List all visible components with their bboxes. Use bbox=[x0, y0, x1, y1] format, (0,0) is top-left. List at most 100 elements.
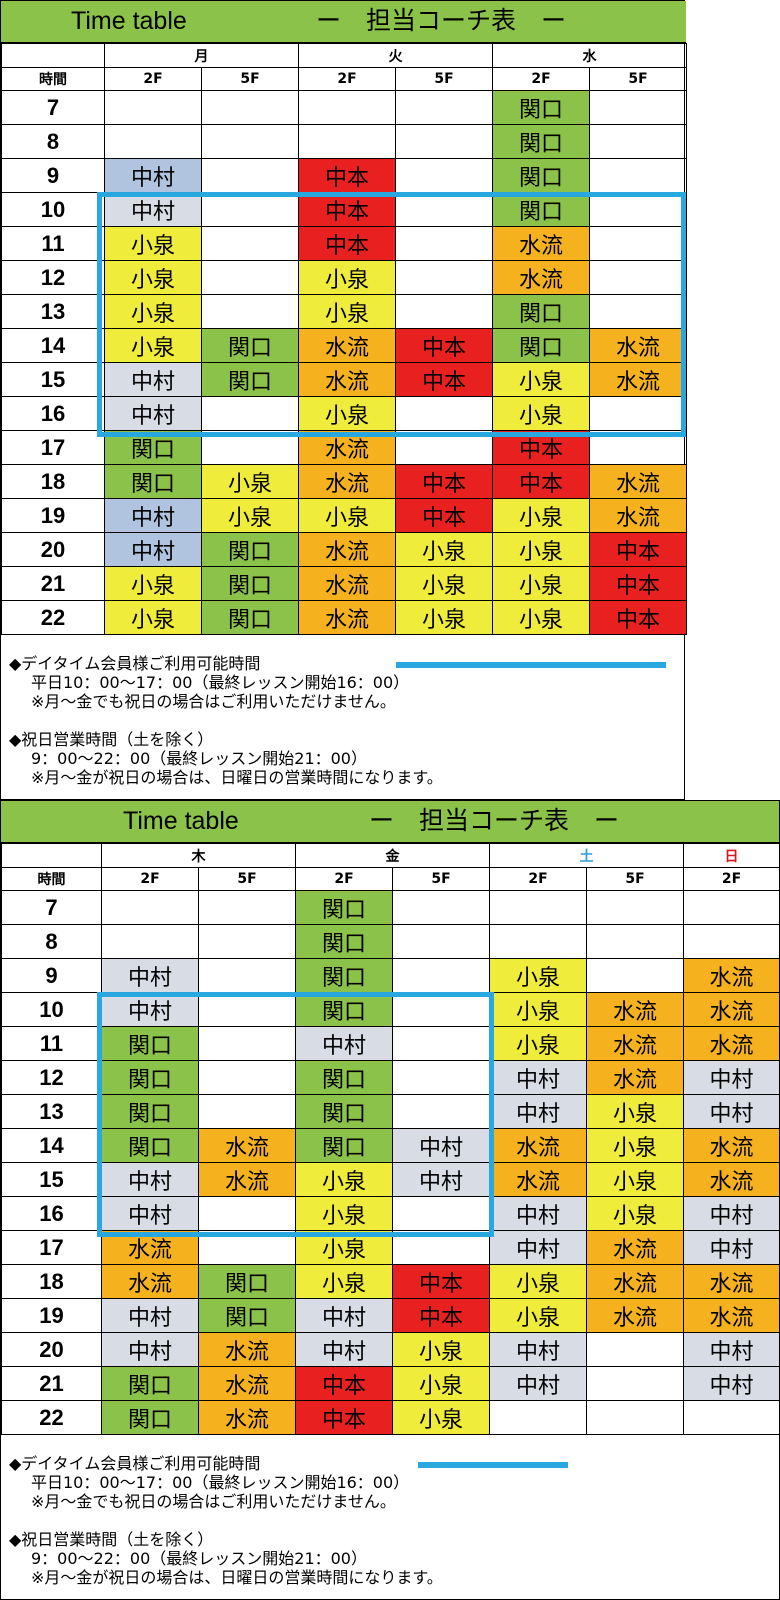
coach-cell: 水流 bbox=[298, 328, 396, 363]
title-bar: Time table ー 担当コーチ表 ー bbox=[1, 801, 779, 843]
empty-cell bbox=[201, 124, 299, 159]
empty-cell bbox=[589, 158, 687, 193]
daytime-note: ※月〜金でも祝日の場合はご利用いただけません。 bbox=[31, 692, 396, 711]
floor-header: 2F bbox=[492, 67, 590, 91]
coach-cell: 中村 bbox=[683, 1094, 780, 1129]
daytime-heading: ◆デイタイム会員様ご利用可能時間 bbox=[9, 1454, 261, 1473]
hour-cell: 18 bbox=[1, 464, 105, 499]
coach-cell: 小泉 bbox=[298, 498, 396, 533]
hour-cell: 10 bbox=[1, 192, 105, 227]
table-row: 14 関口 水流 関口 中村 水流 小泉 水流 bbox=[1, 1128, 780, 1163]
hour-cell: 14 bbox=[1, 328, 105, 363]
coach-cell: 水流 bbox=[586, 1026, 684, 1061]
coach-cell: 水流 bbox=[683, 958, 780, 993]
coach-cell: 水流 bbox=[586, 1298, 684, 1333]
coach-cell: 水流 bbox=[683, 992, 780, 1027]
empty-cell bbox=[683, 924, 780, 959]
coach-cell: 中村 bbox=[489, 1196, 587, 1231]
coach-cell: 小泉 bbox=[489, 1026, 587, 1061]
coach-cell: 中村 bbox=[101, 1332, 199, 1367]
coach-cell: 水流 bbox=[489, 1128, 587, 1163]
table-row: 19 中村 関口 中村 中本 小泉 水流 水流 bbox=[1, 1298, 780, 1333]
coach-cell: 関口 bbox=[492, 328, 590, 363]
coach-cell: 関口 bbox=[201, 328, 299, 363]
daytime-legend-line bbox=[418, 1462, 568, 1468]
coach-cell: 中村 bbox=[489, 1060, 587, 1095]
timetable-grid: 木金土日時間 2F 5F 2F 5F 2F 5F 2F 7 関口 8 関口 9 中村 関口 小泉 水流 10 中村関… bbox=[1, 843, 780, 1435]
coach-cell: 小泉 bbox=[201, 464, 299, 499]
coach-cell: 水流 bbox=[101, 1264, 199, 1299]
coach-cell: 中村 bbox=[295, 1298, 393, 1333]
hour-cell: 15 bbox=[1, 1162, 102, 1197]
coach-cell: 小泉 bbox=[395, 600, 493, 635]
empty-cell bbox=[586, 1400, 684, 1435]
hour-cell: 8 bbox=[1, 124, 105, 159]
coach-cell: 関口 bbox=[101, 1400, 199, 1435]
empty-cell bbox=[101, 890, 199, 925]
empty-cell bbox=[198, 924, 296, 959]
coach-cell: 中村 bbox=[101, 992, 199, 1027]
hour-cell: 21 bbox=[1, 1366, 102, 1401]
hour-cell: 12 bbox=[1, 260, 105, 295]
hour-cell: 18 bbox=[1, 1264, 102, 1299]
holiday-heading: ◆祝日営業時間（土を除く） bbox=[9, 1530, 214, 1549]
coach-cell: 関口 bbox=[201, 532, 299, 567]
floor-header: 5F bbox=[395, 67, 493, 91]
hour-cell: 16 bbox=[1, 396, 105, 431]
hour-cell: 17 bbox=[1, 430, 105, 465]
empty-cell bbox=[198, 890, 296, 925]
empty-cell bbox=[589, 124, 687, 159]
coach-cell: 関口 bbox=[201, 362, 299, 397]
coach-cell: 小泉 bbox=[104, 566, 202, 601]
coach-cell: 水流 bbox=[298, 532, 396, 567]
hour-cell: 19 bbox=[1, 498, 105, 533]
coach-cell: 関口 bbox=[295, 1094, 393, 1129]
coach-cell: 水流 bbox=[683, 1264, 780, 1299]
coach-cell: 小泉 bbox=[201, 498, 299, 533]
coach-cell: 中本 bbox=[392, 1264, 490, 1299]
coach-cell: 小泉 bbox=[298, 260, 396, 295]
hour-cell: 7 bbox=[1, 890, 102, 925]
day-header-row: 木金土日 bbox=[1, 843, 780, 868]
holiday-note: ※月〜金が祝日の場合は、日曜日の営業時間になります。 bbox=[31, 768, 443, 787]
hour-cell: 20 bbox=[1, 532, 105, 567]
notes: ◆デイタイム会員様ご利用可能時間 平日10：00〜17：00（最終レッスン開始1… bbox=[9, 1454, 443, 1587]
table-row: 16 中村 小泉 小泉 bbox=[1, 396, 687, 431]
hour-cell: 11 bbox=[1, 1026, 102, 1061]
table-row: 12 小泉 小泉 水流 bbox=[1, 260, 687, 295]
coach-cell: 関口 bbox=[101, 1060, 199, 1095]
coach-cell: 水流 bbox=[298, 566, 396, 601]
corner-cell bbox=[1, 43, 105, 68]
coach-cell: 水流 bbox=[198, 1366, 296, 1401]
coach-cell: 中本 bbox=[298, 192, 396, 227]
coach-cell: 水流 bbox=[198, 1332, 296, 1367]
holiday-heading: ◆祝日営業時間（土を除く） bbox=[9, 730, 214, 749]
coach-cell: 関口 bbox=[492, 158, 590, 193]
coach-cell: 小泉 bbox=[104, 260, 202, 295]
coach-cell: 中本 bbox=[395, 498, 493, 533]
day-header: 日 bbox=[683, 843, 780, 868]
holiday-hours: 9：00〜22：00（最終レッスン開始21：00） bbox=[31, 749, 367, 768]
empty-cell bbox=[298, 124, 396, 159]
coach-cell: 中本 bbox=[589, 600, 687, 635]
hour-cell: 12 bbox=[1, 1060, 102, 1095]
coach-cell: 中本 bbox=[295, 1366, 393, 1401]
coach-cell: 中村 bbox=[683, 1196, 780, 1231]
hour-cell: 8 bbox=[1, 924, 102, 959]
coach-cell: 小泉 bbox=[492, 396, 590, 431]
coach-cell: 中村 bbox=[295, 1332, 393, 1367]
table-row: 18 水流 関口 小泉 中本 小泉 水流 水流 bbox=[1, 1264, 780, 1299]
empty-cell bbox=[298, 90, 396, 125]
coach-cell: 水流 bbox=[586, 1060, 684, 1095]
notes: ◆デイタイム会員様ご利用可能時間 平日10：00〜17：00（最終レッスン開始1… bbox=[9, 654, 443, 787]
floor-header-row: 時間 2F 5F 2F 5F 2F 5F bbox=[1, 67, 687, 91]
coach-cell: 中村 bbox=[104, 498, 202, 533]
empty-cell bbox=[198, 1094, 296, 1129]
coach-cell: 小泉 bbox=[392, 1366, 490, 1401]
table-row: 12 関口 関口 中村 水流 中村 bbox=[1, 1060, 780, 1095]
table-row: 21 関口 水流 中本 小泉 中村 中村 bbox=[1, 1366, 780, 1401]
empty-cell bbox=[683, 1400, 780, 1435]
daytime-hours: 平日10：00〜17：00（最終レッスン開始16：00） bbox=[31, 673, 410, 692]
table-row: 7 関口 bbox=[1, 90, 687, 125]
coach-cell: 小泉 bbox=[492, 362, 590, 397]
